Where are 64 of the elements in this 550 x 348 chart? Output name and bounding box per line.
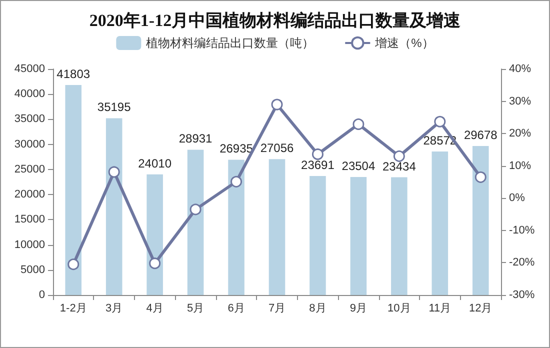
y-tick-label: 25000 — [14, 163, 45, 176]
data-label: 35195 — [97, 100, 132, 114]
bar — [310, 176, 326, 295]
x-tick-label: 11月 — [428, 302, 452, 314]
y-tick-label: 5000 — [20, 264, 45, 276]
point — [312, 148, 324, 160]
x-tick-label: 10月 — [388, 302, 411, 314]
y-tick-label: 10000 — [14, 238, 45, 251]
point — [190, 204, 202, 216]
point — [108, 166, 120, 178]
y2-tick-label: 0% — [509, 192, 526, 204]
y2-tick-label: -30% — [509, 289, 535, 301]
y-tick-label: 45000 — [14, 63, 45, 75]
x-tick-label: 8月 — [309, 302, 326, 314]
bar — [146, 174, 163, 295]
data-label: 26935 — [220, 142, 254, 156]
data-label: 23434 — [382, 159, 416, 174]
point — [271, 98, 283, 110]
point — [230, 176, 242, 188]
y-tick-label: 40000 — [14, 88, 45, 100]
legend-label: 植物材料编结品出口数量（吨） — [146, 36, 314, 50]
x-tick-label: 1-2月 — [60, 302, 87, 314]
point — [434, 116, 446, 128]
bar — [228, 160, 244, 295]
x-tick-label: 3月 — [106, 302, 123, 314]
point — [68, 258, 80, 270]
bar — [268, 159, 286, 295]
y-tick-label: 20000 — [14, 188, 45, 201]
y2-tick-label: 30% — [509, 95, 532, 108]
data-label: 29678 — [464, 128, 498, 142]
y2-tick-label: -10% — [509, 224, 535, 236]
y2-tick-label: -20% — [509, 256, 535, 269]
chart-title: 2020年1-12月中国植物材料编结品出口数量及增速 — [89, 11, 461, 30]
x-tick-label: 5月 — [186, 302, 204, 314]
x-tick-label: 9月 — [350, 302, 368, 314]
y-tick-label: 30000 — [14, 138, 45, 150]
y2-tick-label: 10% — [509, 160, 532, 172]
bar — [391, 177, 408, 295]
y2-tick-label: 20% — [509, 128, 532, 140]
data-label: 23504 — [342, 158, 376, 173]
y2-tick-label: 40% — [509, 63, 532, 75]
x-tick-label: 6月 — [228, 302, 245, 314]
data-label: 41803 — [56, 67, 90, 82]
data-label: 24010 — [138, 156, 172, 170]
data-label: 23691 — [301, 158, 335, 172]
x-tick-label: 4月 — [146, 302, 164, 314]
bar — [187, 150, 204, 295]
bar — [65, 85, 82, 295]
legend-label: 增速（%） — [374, 36, 434, 50]
y-tick-label: 35000 — [14, 113, 45, 126]
data-label: 27056 — [260, 141, 294, 156]
point — [149, 258, 161, 270]
bar — [106, 118, 122, 295]
y-tick-label: 15000 — [14, 214, 45, 226]
y-tick-label: 0 — [38, 289, 45, 301]
x-tick-label: 7月 — [268, 302, 286, 314]
point — [393, 150, 405, 162]
bar — [350, 176, 367, 295]
point — [474, 171, 486, 183]
bar — [432, 152, 448, 295]
data-label: 28931 — [178, 132, 213, 146]
bar — [472, 146, 489, 295]
point — [352, 118, 364, 130]
x-tick-label: 12月 — [469, 302, 492, 314]
